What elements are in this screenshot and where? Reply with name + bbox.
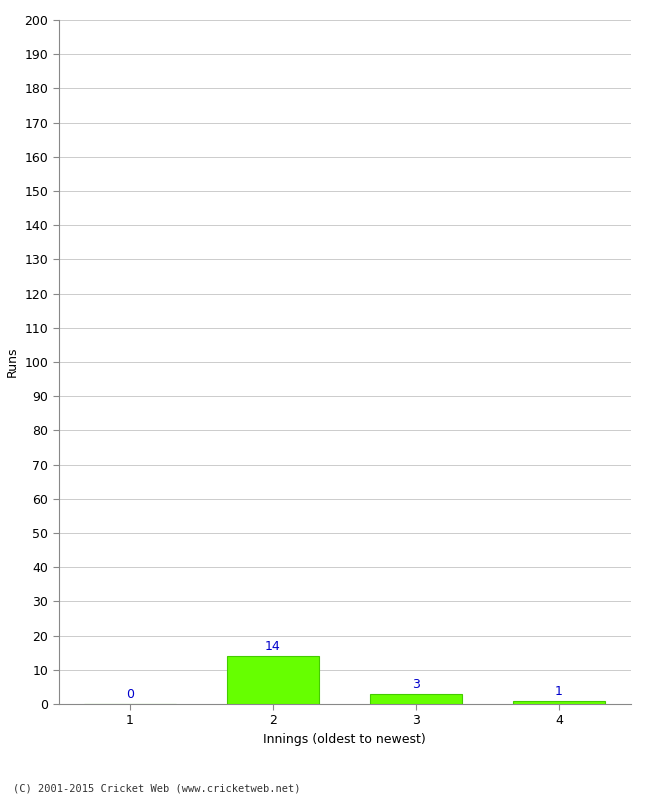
Bar	[369, 694, 462, 704]
Bar	[227, 656, 320, 704]
Text: 14: 14	[265, 640, 281, 654]
Text: 1: 1	[555, 685, 563, 698]
Y-axis label: Runs: Runs	[6, 346, 19, 378]
Text: (C) 2001-2015 Cricket Web (www.cricketweb.net): (C) 2001-2015 Cricket Web (www.cricketwe…	[13, 784, 300, 794]
Text: 3: 3	[412, 678, 420, 691]
Bar	[512, 701, 605, 704]
X-axis label: Innings (oldest to newest): Innings (oldest to newest)	[263, 733, 426, 746]
Text: 0: 0	[126, 688, 134, 702]
